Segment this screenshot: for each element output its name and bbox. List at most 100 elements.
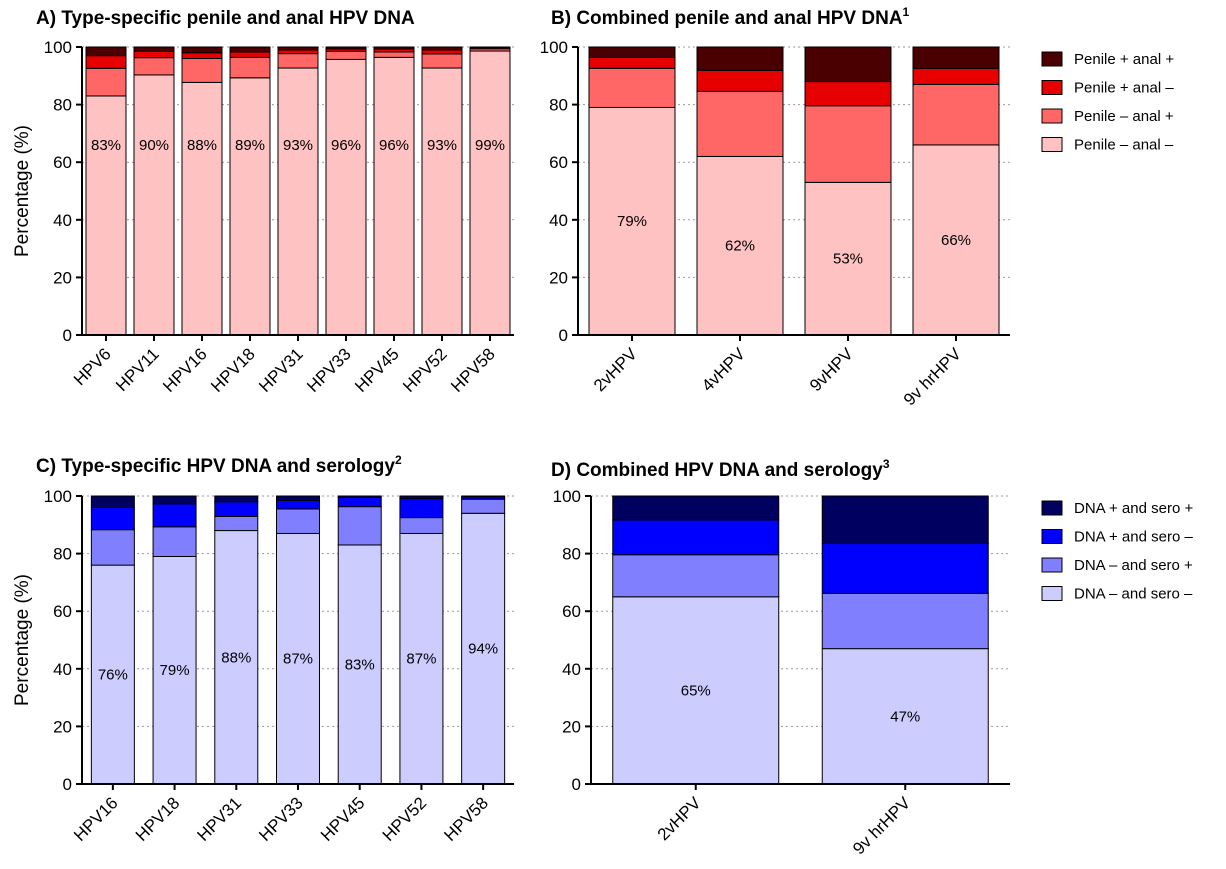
y-tick-label: 100 — [540, 38, 568, 57]
bar-segment-s4 — [912, 46, 1000, 69]
y-tick-label: 80 — [53, 96, 72, 115]
legend-label: DNA – and sero + — [1074, 557, 1193, 574]
bar-segment-s3 — [821, 543, 989, 594]
y-tick-label: 40 — [53, 660, 72, 679]
data-label: 53% — [833, 251, 863, 268]
y-tick-label: 60 — [562, 602, 581, 621]
bar-segment-s4 — [588, 46, 676, 58]
chart-title: A) Type-specific penile and anal HPV DNA — [36, 8, 415, 29]
chart-title: D) Combined HPV DNA and serology3 — [551, 457, 890, 481]
data-label: 66% — [941, 232, 971, 249]
x-tick-label: HPV18 — [132, 793, 184, 845]
y-tick-label: 100 — [553, 487, 581, 506]
bar-segment-s3 — [276, 499, 320, 510]
bar-segment-s2 — [277, 53, 319, 69]
y-tick-label: 20 — [549, 268, 568, 287]
data-label: 93% — [427, 137, 457, 154]
bar-segment-s2 — [229, 56, 271, 79]
bar-segment-s2 — [912, 83, 1000, 146]
bar-segment-s1 — [214, 530, 259, 785]
bar-segment-s4 — [421, 46, 463, 51]
x-tick-label: 2vHPV — [590, 344, 641, 395]
y-tick-label: 100 — [44, 487, 72, 506]
data-label: 83% — [345, 656, 375, 673]
y-tick-label: 80 — [53, 545, 72, 564]
bar-segment-s1 — [912, 144, 1000, 336]
data-label: 93% — [283, 137, 313, 154]
legend-label: Penile + anal + — [1074, 51, 1174, 68]
legend-swatch — [1041, 51, 1063, 67]
chart-title: B) Combined penile and anal HPV DNA1 — [551, 5, 910, 29]
legend-label: Penile – anal + — [1074, 108, 1174, 125]
bar-segment-s1 — [821, 648, 989, 785]
y-tick-label: 80 — [562, 545, 581, 564]
data-label: 96% — [379, 137, 409, 154]
bar-segment-s4 — [821, 495, 989, 545]
bar-segment-s2 — [85, 67, 127, 97]
data-label: 96% — [331, 137, 361, 154]
bar-segment-s3 — [612, 519, 780, 556]
legend-label: DNA – and sero – — [1074, 586, 1193, 603]
bar-segment-s4 — [277, 46, 319, 51]
bar-segment-s3 — [152, 503, 197, 528]
data-label: 76% — [98, 667, 128, 684]
data-label: 87% — [406, 651, 436, 668]
bar-segment-s3 — [181, 52, 223, 60]
bar-segment-s4 — [612, 495, 780, 521]
x-tick-label: 4vHPV — [698, 344, 749, 395]
bar-segment-s3 — [229, 51, 271, 58]
y-tick-label: 0 — [572, 775, 581, 794]
bar-segment-s1 — [469, 50, 511, 336]
bar-segment-s2 — [612, 554, 780, 598]
x-tick-label: 9v hrHPV — [900, 344, 965, 409]
title-superscript: 1 — [903, 5, 910, 19]
bar-segment-s1 — [276, 532, 320, 785]
bar-segment-s2 — [214, 515, 259, 532]
bar-segment-s2 — [804, 105, 892, 183]
x-tick-label: 2vHPV — [654, 793, 705, 844]
bar-segment-s2 — [337, 506, 382, 546]
bar-segment-s4 — [276, 495, 320, 501]
chart-panel-2: 79% 62% 53% 66% 0 20 40 60 80 100 2vHPV 4vHPV 9vHPV 9… — [540, 5, 1010, 409]
legend-swatch — [1041, 80, 1063, 95]
legend-swatch — [1041, 137, 1063, 152]
title-superscript: 2 — [395, 453, 402, 467]
x-tick-label: HPV45 — [351, 344, 403, 396]
bar-segment-s3 — [696, 69, 784, 92]
legend-penile: Penile + anal + Penile + anal – Penile – a… — [1041, 51, 1174, 154]
bar-segment-s3 — [90, 507, 135, 531]
bar-segment-s3 — [912, 67, 1000, 85]
bar-segment-s2 — [373, 51, 415, 58]
data-label: 47% — [890, 708, 920, 725]
y-tick-label: 0 — [559, 326, 568, 345]
data-label: 62% — [725, 238, 755, 255]
bar-segment-s2 — [421, 53, 463, 69]
legend-swatch — [1041, 529, 1063, 544]
legend-swatch — [1041, 500, 1063, 516]
bar-segment-s2 — [461, 498, 506, 514]
legend-dna: DNA + and sero + DNA + and sero – DNA – an… — [1041, 500, 1193, 603]
data-label: 90% — [139, 137, 169, 154]
bar-segment-s3 — [85, 55, 127, 69]
legend-label: Penile + anal – — [1074, 80, 1174, 97]
legend-label: Penile – anal – — [1074, 137, 1174, 154]
bar-segment-s3 — [337, 496, 382, 508]
data-label: 99% — [475, 137, 505, 154]
data-label: 79% — [160, 662, 190, 679]
y-tick-label: 100 — [44, 38, 72, 57]
data-label: 83% — [91, 137, 121, 154]
bar-segment-s2 — [399, 517, 444, 534]
bar-segment-s4 — [469, 46, 511, 49]
bar-segment-s4 — [152, 495, 197, 505]
bar-segment-s1 — [461, 512, 506, 785]
y-tick-label: 40 — [562, 660, 581, 679]
bar-segment-s4 — [399, 495, 444, 500]
x-tick-label: HPV45 — [317, 793, 369, 845]
y-tick-label: 60 — [53, 602, 72, 621]
y-tick-label: 80 — [549, 96, 568, 115]
bar-segment-s2 — [181, 58, 223, 83]
chart-panel-4: 65% 47% 0 20 40 60 80 100 2vHPV 9v hrHPV D) Combin… — [551, 457, 1010, 858]
y-axis-label: Percentage (%) — [12, 125, 33, 257]
x-tick-label: HPV58 — [440, 793, 492, 845]
